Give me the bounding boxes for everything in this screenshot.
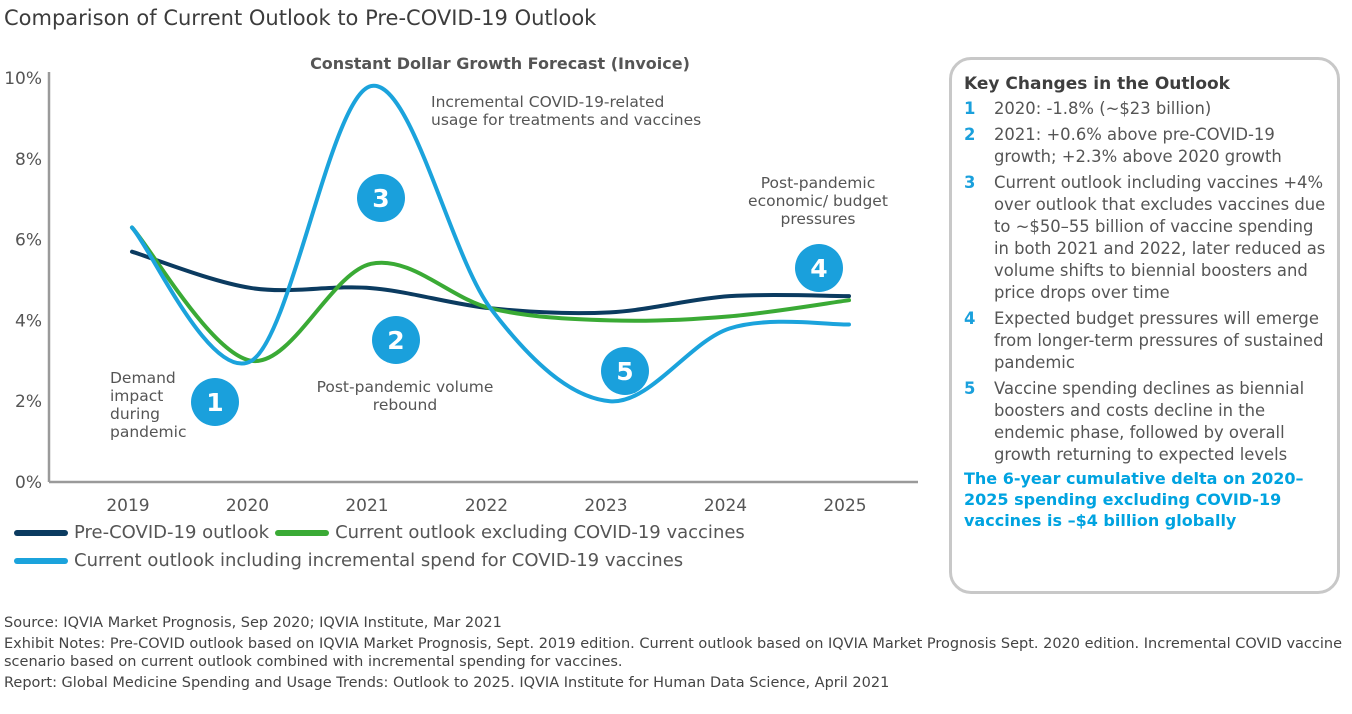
series-line-excluding-vaccines xyxy=(130,225,851,363)
panel-item-text: Current outlook including vaccines +4% o… xyxy=(994,173,1326,302)
annotation-marker-number: 1 xyxy=(206,388,223,417)
x-tick-label: 2024 xyxy=(704,496,747,516)
annotation-marker-5 xyxy=(601,347,649,395)
legend-item-excl: Current outlook excluding COVID-19 vacci… xyxy=(275,522,745,543)
annotation-marker-1 xyxy=(191,378,239,426)
legend-swatch-excl xyxy=(275,529,330,536)
panel-item: 4 Expected budget pressures will emerge f… xyxy=(964,308,1327,374)
legend-label-pre: Pre-COVID-19 outlook xyxy=(74,522,270,543)
series-line-including-vaccines xyxy=(130,84,851,404)
annotation-text-1: pandemic xyxy=(110,423,186,441)
x-tick-label: 2022 xyxy=(465,496,508,516)
annotation-text-1: impact xyxy=(110,387,163,405)
x-tick-label: 2019 xyxy=(106,496,149,516)
panel-item: 2 2021: +0.6% above pre-COVID-19 growth; … xyxy=(964,124,1327,168)
key-changes-panel: Key Changes in the Outlook 1 2020: -1.8% … xyxy=(949,57,1340,594)
annotation-text-1: Demand xyxy=(110,369,176,387)
panel-item-text: 2020: -1.8% (~$23 billion) xyxy=(994,99,1212,118)
annotation-text-4: pressures xyxy=(780,210,855,228)
series-line-pre-covid xyxy=(130,249,851,316)
legend-row-1: Pre-COVID-19 outlook Current outlook exc… xyxy=(14,522,751,543)
legend-row-2: Current outlook including incremental sp… xyxy=(14,550,689,571)
legend-label-excl: Current outlook excluding COVID-19 vacci… xyxy=(335,522,745,543)
panel-item-text: Vaccine spending declines as biennial bo… xyxy=(994,379,1305,464)
panel-item-text: 2021: +0.6% above pre-COVID-19 growth; +… xyxy=(994,125,1282,166)
panel-heading: Key Changes in the Outlook xyxy=(964,74,1230,94)
legend-item-incl: Current outlook including incremental sp… xyxy=(14,550,683,571)
y-tick-label: 4% xyxy=(15,311,42,331)
panel-item: 3 Current outlook including vaccines +4% … xyxy=(964,172,1327,304)
annotation-text-4: Post-pandemic xyxy=(761,174,876,192)
annotation-marker-number: 3 xyxy=(372,184,389,213)
page-title: Comparison of Current Outlook to Pre-COV… xyxy=(4,6,597,30)
annotation-marker-2 xyxy=(372,316,420,364)
panel-item-number: 1 xyxy=(964,99,976,118)
annotation-marker-number: 4 xyxy=(810,254,827,283)
panel-item: 1 2020: -1.8% (~$23 billion) xyxy=(964,98,1327,120)
x-tick-label: 2021 xyxy=(345,496,388,516)
annotation-marker-number: 2 xyxy=(387,326,404,355)
report-note: Report: Global Medicine Spending and Usa… xyxy=(4,675,890,691)
footnotes: Source: IQVIA Market Prognosis, Sep 2020… xyxy=(4,614,1344,695)
panel-summary: The 6-year cumulative delta on 2020–2025… xyxy=(964,469,1304,530)
annotation-marker-number: 5 xyxy=(616,357,633,386)
chart-title: Constant Dollar Growth Forecast (Invoice… xyxy=(310,54,690,73)
annotation-marker-4 xyxy=(795,244,843,292)
legend-swatch-pre xyxy=(14,529,68,536)
y-tick-label: 6% xyxy=(15,231,42,251)
x-tick-label: 2025 xyxy=(823,496,866,516)
source-note: Source: IQVIA Market Prognosis, Sep 2020… xyxy=(4,615,502,631)
annotation-text-4: economic/ budget xyxy=(748,192,888,210)
y-tick-label: 2% xyxy=(15,392,42,412)
legend-item-pre: Pre-COVID-19 outlook xyxy=(14,522,269,543)
annotation-text-2: Post-pandemic volume xyxy=(317,378,494,396)
line-chart: Constant Dollar Growth Forecast (Invoice… xyxy=(4,54,918,516)
annotation-text-2: rebound xyxy=(373,396,437,414)
y-tick-label: 10% xyxy=(4,69,42,89)
y-tick-label: 0% xyxy=(15,473,42,493)
x-tick-label: 2023 xyxy=(584,496,627,516)
exhibit-note: Exhibit Notes: Pre-COVID outlook based o… xyxy=(4,636,1343,670)
y-tick-label: 8% xyxy=(15,150,42,170)
panel-item-number: 4 xyxy=(964,309,976,328)
legend-swatch-incl xyxy=(14,557,68,564)
annotation-text-3: Incremental COVID-19-related xyxy=(431,93,664,111)
annotation-text-1: during xyxy=(110,405,160,423)
panel-list: 1 2020: -1.8% (~$23 billion) 2 2021: +0.6% … xyxy=(964,98,1327,466)
x-tick-label: 2020 xyxy=(226,496,269,516)
panel-item-text: Expected budget pressures will emerge fr… xyxy=(994,309,1324,372)
panel-item-number: 5 xyxy=(964,379,976,398)
legend-label-incl: Current outlook including incremental sp… xyxy=(74,550,684,571)
annotation-marker-3 xyxy=(357,174,405,222)
panel-item-number: 3 xyxy=(964,173,976,192)
panel-item: 5 Vaccine spending declines as biennial b… xyxy=(964,378,1327,466)
annotation-text-3: usage for treatments and vaccines xyxy=(431,111,701,129)
panel-item-number: 2 xyxy=(964,125,976,144)
